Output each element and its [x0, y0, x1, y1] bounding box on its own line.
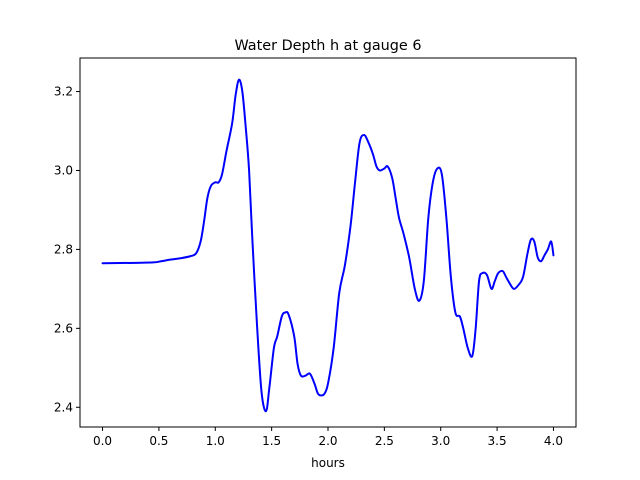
y-tick-label: 2.4	[54, 400, 73, 414]
x-tick-label: 0.0	[93, 434, 112, 448]
series-line	[101, 78, 555, 413]
x-tick-label: 1.0	[206, 434, 225, 448]
x-tick-label: 1.5	[262, 434, 281, 448]
x-tick-label: 3.5	[488, 434, 507, 448]
x-tick-label: 4.0	[544, 434, 563, 448]
x-axis-label: hours	[311, 456, 345, 470]
x-tick-label: 3.0	[431, 434, 450, 448]
chart-title: Water Depth h at gauge 6	[234, 38, 421, 54]
x-axis: 0.0 0.5 1.0 1.5 2.0 2.5 3.0 3.5 4.0	[93, 427, 563, 448]
x-tick-label: 0.5	[149, 434, 168, 448]
x-tick-label: 2.0	[318, 434, 337, 448]
y-tick-label: 2.6	[54, 321, 73, 335]
y-tick-label: 3.2	[54, 85, 73, 99]
y-axis: 2.4 2.6 2.8 3.0 3.2	[54, 85, 80, 414]
y-tick-label: 3.0	[54, 163, 73, 177]
x-tick-label: 2.5	[375, 434, 394, 448]
y-tick-label: 2.8	[54, 242, 73, 256]
